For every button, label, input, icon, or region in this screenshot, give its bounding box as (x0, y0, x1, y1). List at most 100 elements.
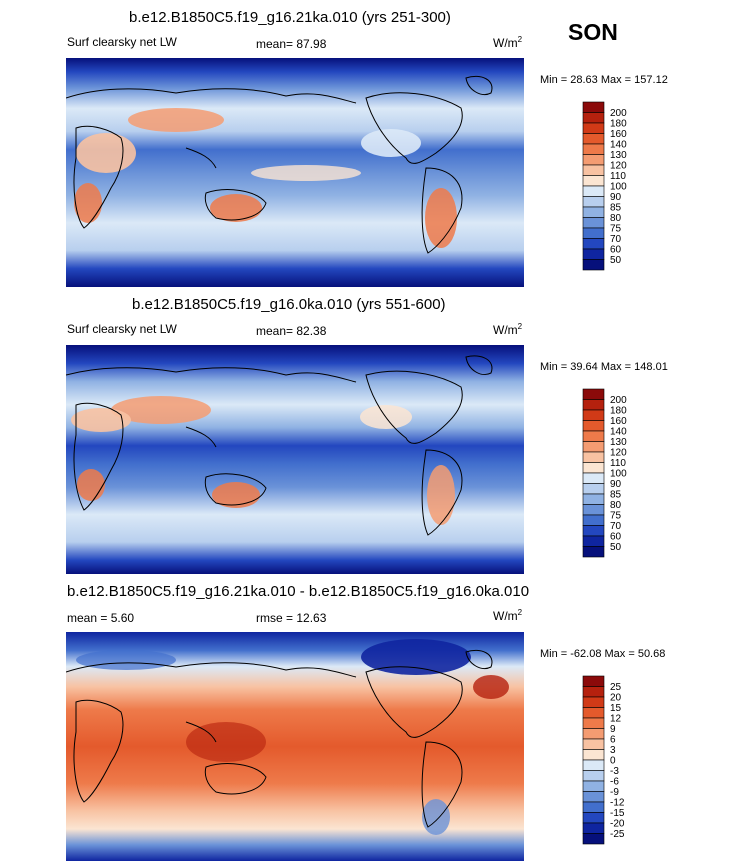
colorbar-swatch (582, 791, 605, 803)
colorbar-tick-label: 80 (610, 500, 622, 511)
colorbar-tick-label: 120 (610, 161, 627, 172)
colorbar-tick-label: -6 (610, 777, 619, 788)
colorbar-swatch (582, 101, 605, 113)
panel-3-coast-africa (73, 699, 124, 803)
colorbar-tick-label: 160 (610, 416, 627, 427)
colorbar-tick-label: 85 (610, 490, 622, 501)
panel-1-units: W/m2 (493, 35, 523, 50)
colorbar-swatch (582, 483, 605, 495)
colorbar-swatch (582, 728, 605, 740)
panel-3-coast-greenland (465, 649, 493, 669)
panel-1-coastlines (66, 75, 493, 254)
colorbar-tick-label: 0 (610, 756, 616, 767)
colorbar-swatch (582, 462, 605, 474)
colorbar-swatch (582, 525, 605, 537)
panel-3-coast-south-america (421, 741, 463, 828)
colorbar-swatch (582, 675, 605, 687)
colorbar-swatch (582, 717, 605, 729)
panel-3-title: b.e12.B1850C5.f19_g16.21ka.010 - b.e12.B… (67, 583, 530, 600)
panel-2-warm-region-4 (212, 482, 260, 508)
colorbar-swatch (582, 696, 605, 708)
colorbar-tick-label: 15 (610, 703, 622, 714)
panel-1-variable: Surf clearsky net LW (67, 35, 177, 49)
colorbar-tick-label: 200 (610, 395, 627, 406)
colorbar-swatch (582, 770, 605, 782)
panel-3-coastlines (66, 649, 493, 828)
panel-1-map (66, 58, 524, 287)
colorbar-swatch (582, 749, 605, 761)
colorbar-swatch (582, 707, 605, 719)
panel-3-rmse: rmse = 12.63 (256, 611, 327, 625)
colorbar-tick-label: 25 (610, 682, 622, 693)
colorbar-swatch (582, 535, 605, 547)
panel-3-warm-region-1 (186, 722, 266, 762)
colorbar-tick-label: 6 (610, 735, 616, 746)
colorbar-tick-label: 180 (610, 119, 627, 130)
colorbar-tick-label: 90 (610, 479, 622, 490)
colorbar-swatch (582, 122, 605, 134)
colorbar-swatch (582, 822, 605, 834)
colorbar-swatch (582, 759, 605, 771)
colorbar-swatch (582, 801, 605, 813)
colorbar-swatch (582, 133, 605, 145)
panel-1-warm-region-5 (425, 188, 457, 248)
colorbar-tick-label: 50 (610, 542, 622, 553)
colorbar-swatch (582, 206, 605, 218)
panel-2-warm-region-5 (427, 465, 455, 525)
colorbar-swatch (582, 420, 605, 432)
panel-1-warm-region-3 (74, 183, 102, 223)
panel-2-coast-greenland (465, 355, 493, 375)
colorbar-tick-label: 3 (610, 745, 616, 756)
panel-3-coast-eurasia (66, 662, 357, 678)
panel-1-mean: mean= 87.98 (256, 37, 327, 51)
colorbar-tick-label: 60 (610, 532, 622, 543)
colorbar-tick-label: -12 (610, 798, 625, 809)
panel-1-warm-region-6 (251, 165, 361, 181)
colorbar-swatch (582, 164, 605, 176)
colorbar-tick-label: -25 (610, 829, 625, 840)
panel-2-title: b.e12.B1850C5.f19_g16.0ka.010 (yrs 551-6… (132, 296, 446, 313)
colorbar-swatch (582, 112, 605, 124)
colorbar-tick-label: 110 (610, 458, 626, 469)
panel-2-coastlines (66, 355, 493, 536)
colorbar-swatch (582, 259, 605, 271)
panel-1-coast-north-america (365, 92, 463, 164)
colorbar-tick-label: -15 (610, 808, 625, 819)
panel-1-coast-australia (204, 189, 267, 221)
colorbar-swatch (582, 493, 605, 505)
panel-1-warm-region-2 (76, 133, 136, 173)
panel-2-coast-north-america (365, 370, 463, 444)
colorbar-tick-label: 70 (610, 521, 622, 532)
panel-2-coast-eurasia (66, 367, 357, 383)
panel-2-coast-india (185, 426, 217, 448)
panel-2-variable: Surf clearsky net LW (67, 322, 177, 336)
colorbar-tick-label: 130 (610, 437, 627, 448)
season-label: SON (568, 19, 618, 45)
colorbar-swatch (582, 686, 605, 698)
panel-3-cool-region-3 (422, 799, 450, 835)
panel-1-warm-region-1 (128, 108, 224, 132)
colorbar-swatch (582, 388, 605, 400)
colorbar-tick-label: 200 (610, 108, 627, 119)
panel-2-warm-region-1 (111, 396, 211, 424)
panel-2-coast-south-america (421, 449, 463, 536)
colorbar-swatch (582, 196, 605, 208)
panel-2-units: W/m2 (493, 322, 523, 337)
panel-1-coast-south-america (421, 167, 463, 254)
panel-2-field (66, 345, 524, 574)
colorbar-tick-label: -20 (610, 819, 625, 830)
panel-3-warm-region-2 (473, 675, 509, 699)
panel-1-warm-region-7 (361, 129, 421, 157)
colorbar-tick-label: 140 (610, 140, 627, 151)
colorbar-swatch (582, 546, 605, 558)
colorbar-tick-label: 80 (610, 213, 622, 224)
panel-3-mean: mean = 5.60 (67, 611, 135, 625)
panel-3-units: W/m2 (493, 608, 523, 623)
colorbar-tick-label: 180 (610, 406, 627, 417)
colorbar-tick-label: 85 (610, 203, 622, 214)
colorbar-tick-label: 70 (610, 234, 622, 245)
panel-2-coast-africa (73, 402, 124, 511)
